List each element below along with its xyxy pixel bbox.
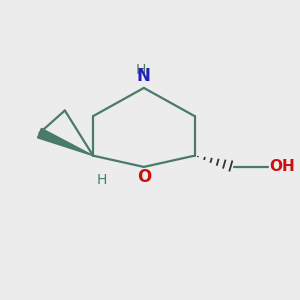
Text: OH: OH bbox=[269, 159, 295, 174]
Text: H: H bbox=[136, 63, 146, 76]
Text: N: N bbox=[137, 67, 151, 85]
Text: H: H bbox=[96, 172, 107, 187]
Polygon shape bbox=[38, 128, 93, 156]
Text: O: O bbox=[137, 168, 151, 186]
